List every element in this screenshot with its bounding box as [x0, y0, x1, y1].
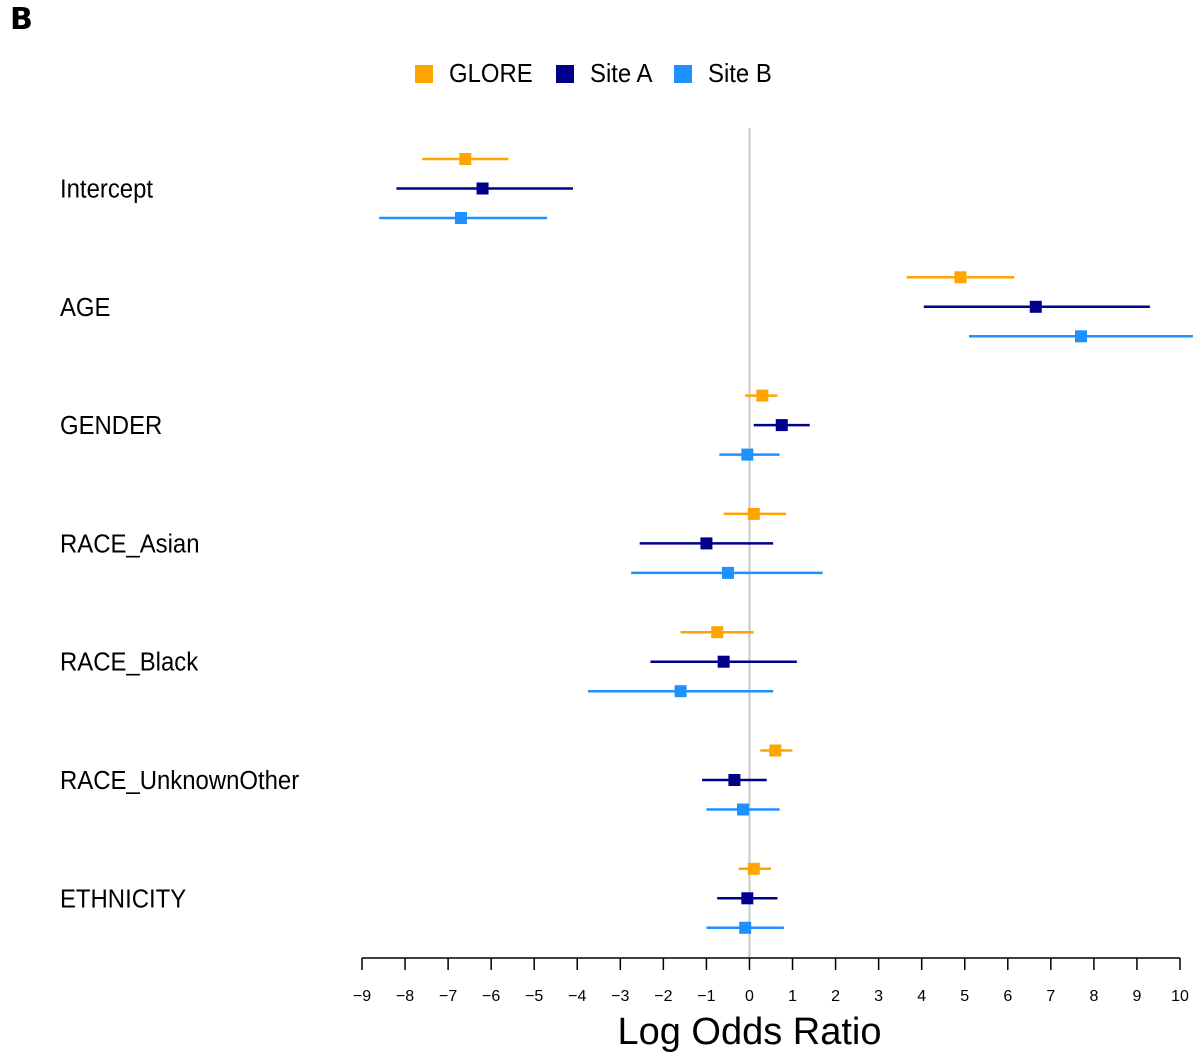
x-axis-title: Log Odds Ratio: [617, 1011, 881, 1053]
x-tick-label-18: 9: [1132, 988, 1141, 1005]
point-estimate-site-a-age: [1029, 300, 1042, 313]
point-estimate-site-b-age: [1074, 330, 1087, 343]
point-estimate-glore-intercept: [459, 153, 472, 165]
category-label-intercept: Intercept: [60, 175, 153, 204]
legend-item-glore: GLORE: [415, 58, 540, 89]
x-tick-label-14: 5: [960, 988, 969, 1005]
point-estimate-glore-ethnicity: [747, 862, 760, 875]
point-estimate-site-b-gender: [741, 448, 754, 461]
category-label-race-black: RACE_Black: [60, 648, 199, 677]
x-tick-label-11: 2: [831, 988, 840, 1005]
category-label-race-asian: RACE_Asian: [60, 530, 200, 559]
x-tick-label-5: −4: [568, 988, 586, 1005]
x-tick-label-17: 8: [1089, 988, 1098, 1005]
legend-label-glore: GLORE: [449, 58, 534, 88]
legend-swatch-site-a: [556, 64, 575, 83]
point-estimate-site-b-race-asian: [721, 566, 734, 579]
point-estimate-glore-race-asian: [747, 507, 760, 520]
legend-item-site-b: Site B: [674, 58, 777, 89]
point-estimate-site-b-race-black: [674, 685, 687, 698]
point-estimate-site-a-race-black: [717, 655, 730, 668]
point-estimate-site-a-race-asian: [700, 537, 713, 550]
category-label-age: AGE: [60, 293, 110, 322]
point-estimate-site-a-race-unknownother: [728, 774, 741, 786]
legend-item-site-a: Site A: [556, 58, 658, 89]
x-tick-label-10: 1: [788, 988, 797, 1005]
legend-swatch-site-b: [674, 64, 693, 83]
x-tick-label-6: −3: [611, 988, 629, 1005]
point-estimate-site-b-ethnicity: [739, 921, 752, 934]
x-tick-label-0: −9: [353, 988, 371, 1005]
category-label-race-unknownother: RACE_UnknownOther: [60, 766, 299, 795]
x-tick-label-1: −8: [396, 988, 414, 1005]
category-label-gender: GENDER: [60, 411, 162, 440]
point-estimate-glore-gender: [756, 389, 769, 402]
point-estimate-glore-race-black: [711, 626, 724, 639]
x-tick-label-7: −2: [654, 988, 672, 1005]
x-tick-label-15: 6: [1003, 988, 1012, 1005]
legend-label-site-a: Site A: [590, 58, 653, 88]
point-estimate-site-a-intercept: [476, 182, 489, 195]
category-label-ethnicity: ETHNICITY: [60, 884, 187, 913]
x-tick-label-12: 3: [874, 988, 883, 1005]
x-tick-label-8: −1: [697, 988, 715, 1005]
panel-label: B: [10, 2, 33, 37]
x-tick-label-13: 4: [917, 988, 926, 1005]
x-tick-label-9: 0: [745, 988, 754, 1005]
point-estimate-site-b-intercept: [455, 212, 468, 224]
legend-swatch-glore: [415, 64, 434, 83]
x-tick-label-2: −7: [439, 988, 457, 1005]
point-estimate-site-a-gender: [775, 419, 788, 432]
x-tick-label-19: 10: [1171, 988, 1189, 1005]
legend: GLORE Site A Site B: [0, 58, 1193, 89]
x-tick-label-3: −6: [482, 988, 500, 1005]
x-tick-label-16: 7: [1046, 988, 1055, 1005]
point-estimate-site-b-race-unknownother: [737, 803, 750, 816]
legend-label-site-b: Site B: [708, 58, 773, 88]
point-estimate-glore-age: [954, 271, 967, 284]
point-estimate-site-a-ethnicity: [741, 892, 754, 905]
x-tick-label-4: −5: [525, 988, 543, 1005]
point-estimate-glore-race-unknownother: [769, 744, 782, 757]
